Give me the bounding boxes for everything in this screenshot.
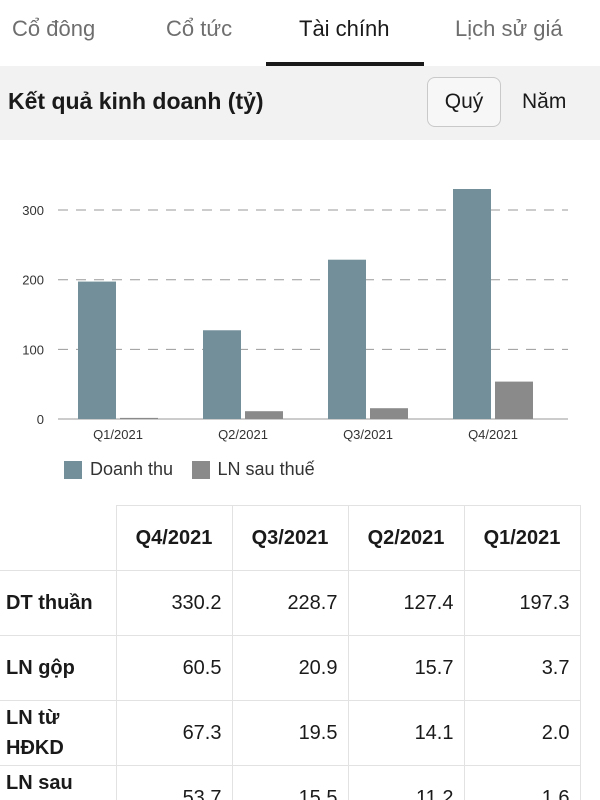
row-label: LN từ HĐKD: [0, 700, 117, 766]
row-label: DT thuần: [0, 570, 117, 636]
row-label: LN sau thuế: [0, 765, 117, 800]
bar-profit[interactable]: [120, 417, 158, 419]
table-row: LN từ HĐKD 67.3 19.5 14.1 2.0: [0, 700, 581, 766]
financial-table: Q4/2021 Q3/2021 Q2/2021 Q1/2021 DT thuần…: [0, 505, 581, 800]
table-cell: 11.2: [347, 765, 465, 800]
y-tick-label: 0: [37, 412, 44, 427]
tab-price-history[interactable]: Lịch sử giá: [455, 16, 563, 41]
section-title: Kết quả kinh doanh (tỷ): [8, 88, 264, 114]
table-header-q1: Q1/2021: [463, 505, 581, 571]
bar-revenue[interactable]: [328, 259, 366, 419]
x-tick-label: Q4/2021: [468, 427, 518, 442]
table-cell: 53.7: [115, 765, 233, 800]
tab-shareholders[interactable]: Cổ đông: [12, 16, 96, 41]
legend-item-profit[interactable]: LN sau thuế: [191, 459, 315, 480]
y-tick-label: 200: [22, 273, 44, 288]
table-header-q3: Q3/2021: [231, 505, 349, 571]
table-header-q4: Q4/2021: [115, 505, 233, 571]
bar-revenue[interactable]: [203, 330, 241, 419]
table-row: DT thuần 330.2 228.7 127.4 197.3: [0, 570, 581, 636]
table-cell: 20.9: [231, 635, 349, 701]
bar-profit[interactable]: [245, 411, 283, 419]
table-cell: 15.7: [347, 635, 465, 701]
y-tick-label: 300: [22, 203, 44, 218]
legend-label-profit: LN sau thuế: [217, 459, 315, 479]
legend-label-revenue: Doanh thu: [90, 459, 174, 479]
table-cell: 14.1: [347, 700, 465, 766]
tab-dividends[interactable]: Cổ tức: [166, 16, 233, 41]
table-cell: 1.6: [463, 765, 581, 800]
chart-legend: Doanh thu LN sau thuế: [64, 459, 329, 485]
table-cell: 330.2: [115, 570, 233, 636]
table-cell: 15.5: [231, 765, 349, 800]
bar-revenue[interactable]: [453, 189, 491, 419]
business-results-chart: 0 100 200 300 Q1/2021 Q2/2021 Q3/2021 Q4/2021: [0, 140, 600, 500]
tab-bar: Cổ đông Cổ tức Tài chính Lịch sử giá: [0, 0, 600, 66]
legend-swatch-revenue: [64, 460, 82, 479]
y-tick-label: 100: [22, 342, 44, 357]
bar-profit[interactable]: [370, 408, 408, 419]
period-quarter-button[interactable]: Quý: [427, 77, 501, 127]
section-header: Kết quả kinh doanh (tỷ) Quý Năm: [0, 66, 600, 140]
bar-revenue[interactable]: [78, 281, 116, 419]
x-tick-label: Q1/2021: [93, 427, 143, 442]
table-header-corner: [0, 505, 117, 571]
table-cell: 228.7: [231, 570, 349, 636]
table-row: LN sau thuế 53.7 15.5 11.2 1.6: [0, 765, 581, 800]
table-header-row: Q4/2021 Q3/2021 Q2/2021 Q1/2021: [0, 505, 581, 571]
period-year-button[interactable]: Năm: [522, 90, 567, 113]
table-row: LN gộp 60.5 20.9 15.7 3.7: [0, 635, 581, 701]
table-cell: 60.5: [115, 635, 233, 701]
bar-profit[interactable]: [495, 381, 533, 419]
table-cell: 19.5: [231, 700, 349, 766]
bar-chart: 0 100 200 300 Q1/2021 Q2/2021 Q3/2021 Q4/2021: [22, 189, 568, 442]
x-tick-label: Q2/2021: [218, 427, 268, 442]
legend-swatch-profit: [191, 460, 210, 479]
table-cell: 67.3: [115, 700, 233, 766]
table-cell: 2.0: [463, 700, 581, 766]
table-header-q2: Q2/2021: [347, 505, 465, 571]
row-label: LN gộp: [0, 635, 117, 701]
table-cell: 3.7: [463, 635, 581, 701]
table-cell: 127.4: [347, 570, 465, 636]
tab-finance[interactable]: Tài chính: [299, 16, 390, 41]
legend-item-revenue[interactable]: Doanh thu: [64, 459, 173, 480]
active-tab-indicator: [266, 62, 424, 66]
x-tick-label: Q3/2021: [343, 427, 393, 442]
table-cell: 197.3: [463, 570, 581, 636]
